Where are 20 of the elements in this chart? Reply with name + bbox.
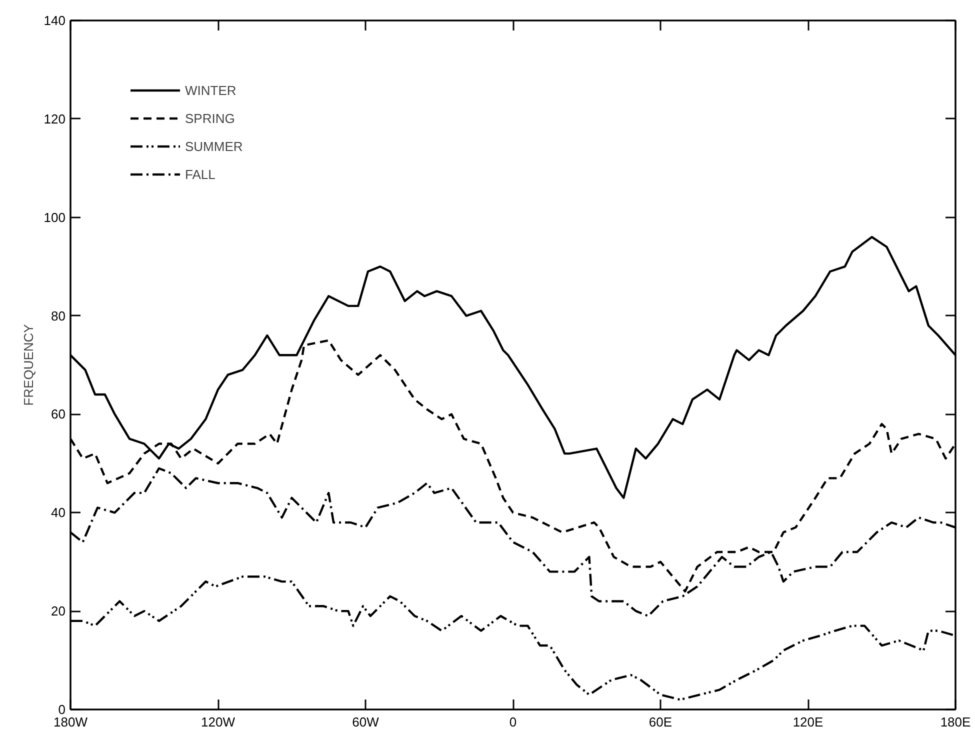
y-tick-label: 20	[51, 604, 66, 619]
y-tick-label: 120	[44, 111, 66, 126]
y-tick-label: 140	[44, 13, 66, 28]
y-tick-label: 60	[51, 406, 66, 422]
y-tick-label: 100	[44, 210, 66, 225]
x-tick-label: 0	[509, 714, 517, 730]
y-axis-title: FREQUENCY	[20, 324, 36, 406]
legend-label: FALL	[185, 166, 216, 182]
y-tick-label: 0	[58, 702, 66, 717]
x-tick-label: 60W	[352, 714, 380, 730]
x-tick-label: 120E	[792, 714, 824, 730]
x-tick-label: 180E	[940, 714, 972, 730]
x-tick-label: 60E	[648, 714, 672, 730]
y-tick-label: 80	[51, 308, 66, 324]
legend-label: WINTER	[185, 82, 236, 98]
y-tick-label: 40	[51, 505, 66, 520]
x-tick-label: 180W	[54, 714, 88, 730]
legend-label: SPRING	[185, 110, 235, 126]
legend-label: SUMMER	[185, 138, 243, 154]
x-tick-label: 120W	[201, 714, 236, 730]
